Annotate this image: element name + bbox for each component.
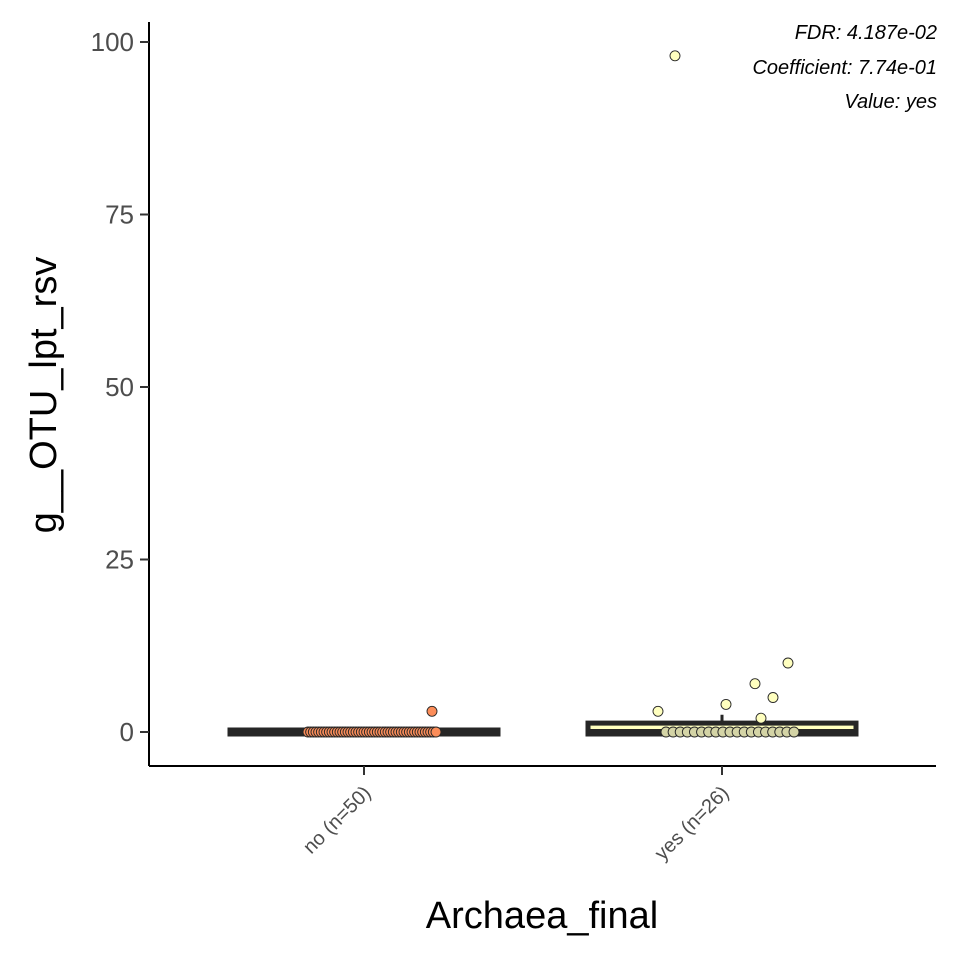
y-axis-title: g__OTU_lpt_rsv [23,257,65,534]
data-point [669,50,681,62]
y-tick-label: 100 [91,27,134,57]
annotation-value: Value: yes [844,91,937,113]
data-point [720,698,732,710]
y-tick-label: 50 [105,372,134,402]
x-tick-label: yes (n=26) [651,782,734,865]
y-tick-label: 75 [105,200,134,230]
y-tick-label: 25 [105,545,134,575]
data-point [426,705,438,717]
axes: 0 25 50 75 100 no (n=50) yes (n=26) [91,22,936,865]
data-point [652,705,664,717]
annotation-coefficient: Coefficient: 7.74e-01 [752,57,937,79]
data-point [782,657,794,669]
data-point [749,678,761,690]
data-point [430,726,442,738]
plot-area [227,50,859,738]
x-tick-label: no (n=50) [299,782,375,858]
y-tick-label: 0 [120,717,134,747]
data-point [755,712,767,724]
data-point [788,726,800,738]
data-point [767,692,779,703]
annotation-fdr: FDR: 4.187e-02 [795,22,937,44]
x-axis-title: Archaea_final [426,895,658,937]
